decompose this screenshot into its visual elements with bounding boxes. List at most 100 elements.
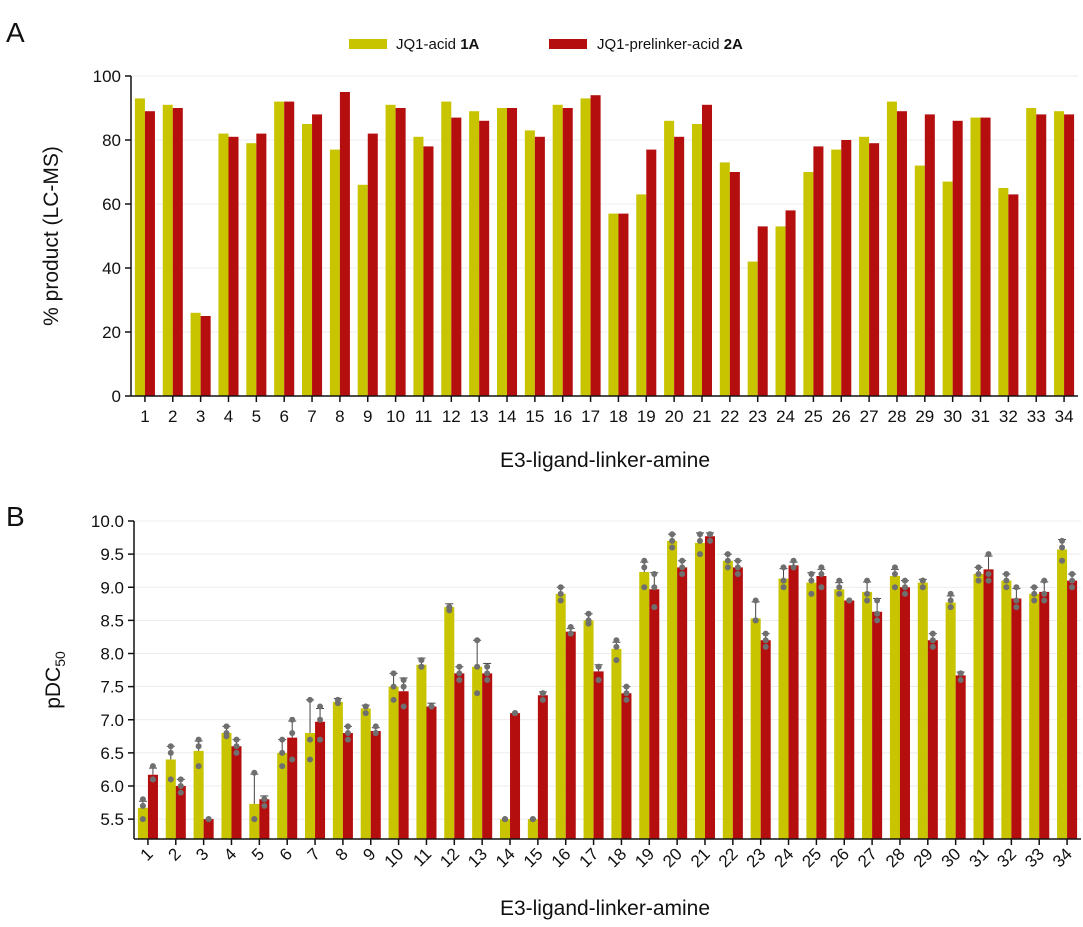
bar-b-1A-28 [889,575,900,839]
bar-a-1A-27 [859,136,870,397]
bar-b-2A-1 [147,774,158,839]
replicate-dot-b [975,577,982,584]
panel-a-letter: A [6,17,25,48]
replicate-dot-b [808,571,815,577]
replicate-dot-b [539,696,546,703]
bar-b-2A-19 [649,589,660,839]
bar-b-2A-6 [287,737,298,839]
replicate-dot-b [372,723,379,730]
replicate-dot-b [317,716,324,723]
legend-swatch-1a [349,39,387,49]
bar-a-1A-33 [1026,108,1037,396]
bar-a-2A-11 [423,146,434,396]
replicate-dot-b [780,584,787,591]
replicate-dot-b [418,657,425,664]
bar-a-1A-12 [441,101,452,396]
x-tick-label-a: 17 [581,407,600,426]
replicate-dot-b [557,584,564,591]
y-axis-title-a: % product (LC-MS) [40,146,63,326]
bar-a-1A-20 [664,120,675,397]
replicate-dot-b [679,564,686,571]
bar-a-1A-26 [831,149,842,396]
y-tick-label-a: 100 [93,67,121,86]
bar-a-2A-32 [1008,194,1019,396]
y-tick-label-b: 7.0 [100,711,124,730]
bar-a-2A-13 [479,120,490,397]
x-ticks-b: 1 2 3 4 5 6 7 8 9 10 11 12 13 14 15 16 17 18 19 20 21 22 23 24 2… [137,839,1076,871]
replicate-dot-b [139,802,146,809]
replicate-dot-b [947,604,954,611]
replicate-dot-b [864,590,871,597]
replicate-dot-b [390,683,397,690]
legend-label-2a: JQ1-prelinker-acid 2A [597,36,743,53]
replicate-dot-b [567,624,574,630]
replicate-dot-b [195,736,202,743]
panel-a: A JQ1-acid 1A JQ1-prelinker-acid 2A 0 20 4… [6,17,1078,472]
replicate-dot-b [1003,571,1010,577]
bar-a-1A-16 [552,104,563,397]
replicate-dot-b [724,564,731,571]
x-tick-label-a: 2 [168,407,177,426]
replicate-dot-b [641,564,648,571]
replicate-dot-b [1059,557,1066,564]
replicate-dot-b [418,663,425,670]
replicate-dot-b [929,630,936,637]
x-tick-label-a: 6 [279,407,288,426]
bar-b-2A-14 [510,713,521,839]
replicate-dot-b [669,544,676,551]
replicate-dot-b [1003,577,1010,584]
bar-b-1A-11 [416,664,427,839]
y-tick-label-b: 9.0 [100,578,124,597]
bar-b-2A-26 [844,600,855,839]
bar-b-1A-1 [137,807,148,839]
bar-b-1A-10 [388,686,399,839]
replicate-dot-b [372,730,379,736]
bar-b-2A-20 [677,567,688,839]
bar-b-1A-24 [778,578,789,839]
replicate-dot-b [734,557,741,564]
replicate-dot-b [261,802,268,809]
replicate-dot-b [836,590,843,597]
replicate-dot-b [585,617,592,624]
y-tick-label-b: 7.5 [100,678,124,697]
replicate-dot-b [261,796,268,803]
replicate-dot-b [362,703,369,710]
x-tick-label-a: 18 [609,407,628,426]
replicate-dot-b [557,597,564,604]
bar-a-1A-29 [914,165,925,396]
bar-a-1A-15 [524,130,535,396]
x-tick-label-a: 14 [498,407,517,426]
replicate-dot-b [484,670,491,677]
bar-a-1A-31 [970,117,981,396]
bars-a [134,92,1075,397]
x-tick-label-b: 11 [409,844,435,870]
bar-b-1A-14 [499,819,511,839]
replicate-dot-b [613,643,620,650]
bar-b-1A-7 [305,733,316,839]
replicate-dot-b [344,723,351,730]
replicate-dot-b [344,736,351,743]
bar-a-1A-9 [357,184,368,396]
replicate-dot-b [762,643,769,650]
bar-a-1A-3 [190,312,201,396]
replicate-dot-b [474,663,481,670]
x-tick-label-b: 24 [771,844,798,871]
bar-b-2A-25 [816,575,827,839]
replicate-dot-b [512,710,519,717]
replicate-dot-b [1059,544,1066,551]
x-tick-label-a: 19 [637,407,656,426]
replicate-dot-b [734,571,741,577]
replicate-dot-b [428,703,435,710]
bar-b-1A-31 [973,574,984,839]
replicate-dot-b [613,657,620,664]
replicate-dot-b [985,571,992,577]
bar-a-1A-2 [162,104,173,397]
bar-a-1A-5 [246,143,257,396]
replicate-dot-b [307,736,314,743]
replicate-dot-b [623,696,630,703]
replicate-dot-b [947,597,954,604]
replicate-dot-b [307,696,314,703]
bar-b-2A-8 [342,733,353,839]
x-tick-label-a: 10 [386,407,405,426]
